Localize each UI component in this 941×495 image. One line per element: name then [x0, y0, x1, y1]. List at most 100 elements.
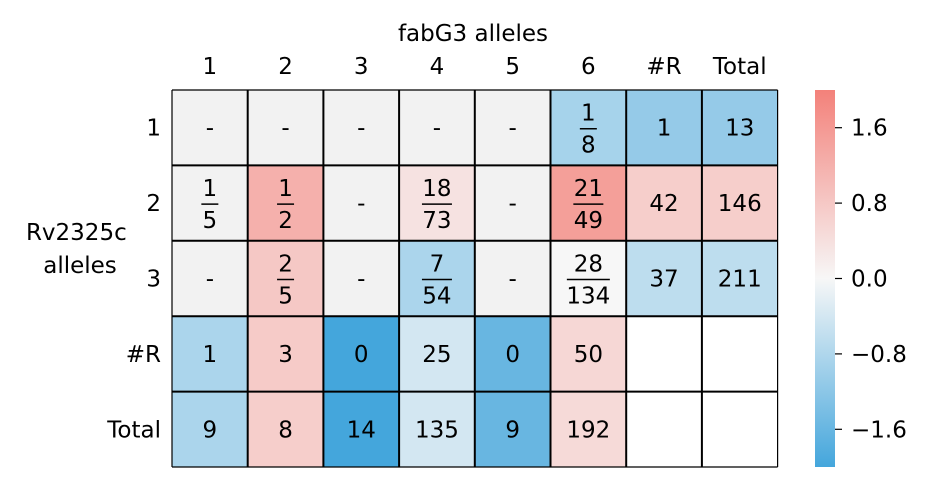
y-axis-label-line-1: Rv2325c — [26, 220, 127, 246]
heatmap-grid-lines — [171, 89, 779, 468]
cell-value-label: 3 — [278, 342, 293, 368]
cell-value-label: 0 — [354, 342, 369, 368]
heatmap-cell — [247, 240, 324, 317]
cell-fraction-denominator: 2 — [278, 208, 293, 234]
cell-value-label: 211 — [718, 267, 762, 293]
cell-fraction-denominator: 5 — [278, 284, 293, 310]
cell-fraction-numerator: 1 — [278, 176, 293, 202]
cell-fraction-denominator: 49 — [574, 208, 603, 234]
heatmap-cell — [399, 391, 475, 467]
row-label: 2 — [146, 191, 161, 217]
colorbar-tick-label: 0.0 — [851, 267, 888, 293]
cell-value-label: - — [433, 116, 441, 142]
cell-value-label: 1 — [657, 116, 672, 142]
column-label: 2 — [278, 54, 293, 80]
cell-fraction-numerator: 21 — [574, 176, 603, 202]
colorbar-tick-label: −0.8 — [851, 342, 907, 368]
cell-value-label: - — [508, 191, 516, 217]
cell-value-label: - — [281, 116, 289, 142]
colorbar-gradient — [815, 90, 835, 467]
heatmap-cell — [474, 90, 551, 166]
cell-fraction-denominator: 134 — [566, 284, 610, 310]
heatmap-cell — [172, 240, 248, 317]
column-labels: 1 2 3 4 5 6 #R Total — [203, 54, 767, 80]
heatmap-cell — [323, 165, 400, 241]
row-label: 3 — [146, 267, 161, 293]
heatmap-cell — [474, 391, 551, 467]
cell-value-label: 9 — [203, 417, 218, 443]
heatmap-cell — [474, 165, 551, 241]
column-label: 4 — [430, 54, 445, 80]
heatmap-cell — [626, 391, 702, 467]
y-axis-label: Rv2325c alleles — [26, 220, 134, 279]
column-label: 6 — [581, 54, 596, 80]
cell-value-label: 0 — [505, 342, 520, 368]
heatmap-cell — [172, 391, 248, 467]
cell-fraction-numerator: 18 — [422, 176, 451, 202]
heatmap-cell — [399, 165, 475, 241]
colorbar-tick-label: −1.6 — [851, 417, 907, 443]
heatmap-cell — [474, 240, 551, 317]
column-label: #R — [646, 54, 681, 80]
heatmap-cell — [626, 240, 702, 317]
heatmap-cell — [701, 391, 778, 467]
heatmap-cell — [626, 316, 702, 392]
cell-value-label: - — [508, 267, 516, 293]
row-label: Total — [106, 417, 161, 443]
cell-value-label: - — [206, 116, 214, 142]
row-label: #R — [126, 342, 161, 368]
cell-fraction-denominator: 73 — [422, 208, 451, 234]
heatmap-cell — [172, 165, 248, 241]
cell-value-label: 14 — [347, 417, 376, 443]
cell-value-label: 25 — [422, 342, 451, 368]
heatmap-cell — [247, 165, 324, 241]
column-label: Total — [712, 54, 767, 80]
cell-fraction-numerator: 1 — [581, 101, 596, 127]
cell-value-label: 13 — [725, 116, 754, 142]
row-label: 1 — [146, 116, 161, 142]
cell-value-label: 9 — [505, 417, 520, 443]
colorbar-ticks: 1.6 0.8 0.0 −0.8 −1.6 — [835, 116, 907, 443]
heatmap-cell — [701, 316, 778, 392]
cell-fraction-denominator: 8 — [581, 133, 596, 159]
cell-fraction-numerator: 1 — [203, 176, 218, 202]
heatmap-cell — [247, 90, 324, 166]
cell-value-label: 192 — [566, 417, 610, 443]
cell-value-label: - — [357, 116, 365, 142]
heatmap-cell — [550, 316, 627, 392]
heatmap-cell — [399, 316, 475, 392]
cell-value-label: 37 — [649, 267, 678, 293]
heatmap-cell — [701, 240, 778, 317]
heatmap-cell — [172, 90, 248, 166]
cell-value-label: - — [206, 267, 214, 293]
cell-value-label: - — [508, 116, 516, 142]
row-labels: 1 2 3 #R Total — [106, 116, 161, 444]
colorbar-tick-label: 0.8 — [851, 191, 888, 217]
colorbar-tick-label: 1.6 — [851, 116, 888, 142]
heatmap-cell — [323, 90, 400, 166]
cell-value-label: - — [357, 191, 365, 217]
cell-value-label: 146 — [718, 191, 762, 217]
heatmap-cell — [626, 90, 702, 166]
heatmap-cell — [172, 316, 248, 392]
heatmap-cell — [550, 391, 627, 467]
cell-fraction-numerator: 2 — [278, 252, 293, 278]
heatmap-cell — [399, 90, 475, 166]
heatmap-cell — [550, 90, 627, 166]
cell-value-label: 1 — [203, 342, 218, 368]
cell-value-label: 50 — [574, 342, 603, 368]
cell-fraction-denominator: 5 — [203, 208, 218, 234]
cell-fraction-numerator: 7 — [430, 252, 445, 278]
heatmap-cell — [701, 165, 778, 241]
y-axis-label-line-2: alleles — [43, 253, 117, 279]
colorbar: 1.6 0.8 0.0 −0.8 −1.6 — [815, 90, 907, 467]
heatmap-cell — [701, 90, 778, 166]
heatmap-cell — [550, 240, 627, 317]
column-label: 1 — [203, 54, 218, 80]
cell-value-label: - — [357, 267, 365, 293]
heatmap-cell — [550, 165, 627, 241]
heatmap-cell — [399, 240, 475, 317]
cell-value-label: 135 — [415, 417, 459, 443]
cell-value-label: 8 — [278, 417, 293, 443]
